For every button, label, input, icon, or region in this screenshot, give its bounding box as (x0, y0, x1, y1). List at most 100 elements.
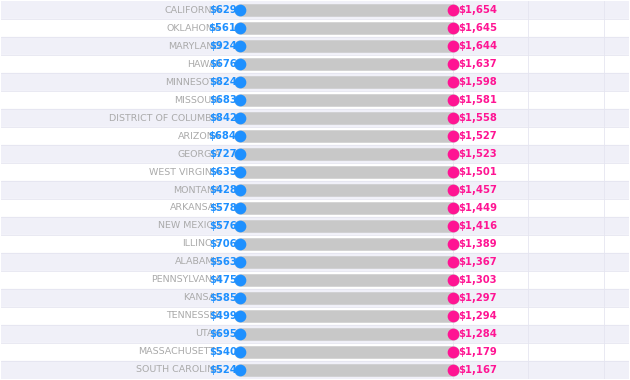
Point (448, 259, 458, 265)
Bar (1, 181, 629, 199)
Point (235, 169, 245, 175)
Point (448, 43, 458, 49)
Text: $1,179: $1,179 (458, 347, 497, 357)
Text: $727: $727 (209, 149, 237, 159)
Bar (1, 73, 629, 91)
Point (235, 241, 245, 247)
Point (235, 97, 245, 103)
Text: $1,645: $1,645 (458, 23, 497, 33)
Bar (1, 307, 629, 325)
Text: $1,598: $1,598 (458, 77, 497, 87)
Text: $475: $475 (209, 275, 237, 285)
Point (448, 25, 458, 32)
Text: KANSAS: KANSAS (183, 293, 221, 302)
Text: $561: $561 (209, 23, 237, 33)
Point (448, 313, 458, 319)
Text: $1,389: $1,389 (458, 239, 496, 249)
Point (448, 187, 458, 193)
Text: $1,167: $1,167 (458, 365, 497, 375)
Text: UTAH: UTAH (195, 329, 221, 338)
Bar (1, 271, 629, 289)
Bar (1, 289, 629, 307)
Point (235, 313, 245, 319)
Point (235, 277, 245, 283)
Point (448, 367, 458, 373)
Point (448, 169, 458, 175)
Text: $924: $924 (209, 41, 237, 51)
Text: $1,644: $1,644 (458, 41, 497, 51)
Point (448, 115, 458, 121)
Point (448, 223, 458, 229)
Text: $706: $706 (209, 239, 237, 249)
Text: $1,449: $1,449 (458, 203, 497, 213)
Text: WEST VIRGINIA: WEST VIRGINIA (149, 168, 221, 177)
Point (235, 223, 245, 229)
Text: $1,558: $1,558 (458, 113, 497, 123)
Point (448, 277, 458, 283)
Point (235, 259, 245, 265)
Text: MISSOURI: MISSOURI (175, 96, 221, 105)
Point (235, 295, 245, 301)
Text: DISTRICT OF COLUMBIA: DISTRICT OF COLUMBIA (109, 114, 221, 123)
Point (235, 187, 245, 193)
Text: $1,501: $1,501 (458, 167, 497, 177)
Text: $1,523: $1,523 (458, 149, 496, 159)
Text: $578: $578 (209, 203, 237, 213)
Text: $524: $524 (209, 365, 237, 375)
Point (235, 115, 245, 121)
Text: $1,654: $1,654 (458, 5, 497, 15)
Text: $576: $576 (209, 221, 237, 231)
Bar (1, 217, 629, 235)
Bar (1, 19, 629, 37)
Text: HAWAII: HAWAII (187, 60, 221, 69)
Text: ALABAMA: ALABAMA (175, 257, 221, 266)
Point (448, 295, 458, 301)
Point (448, 7, 458, 13)
Text: MINNESOTA: MINNESOTA (165, 78, 221, 87)
Text: $499: $499 (209, 311, 237, 321)
Point (448, 97, 458, 103)
Point (448, 79, 458, 85)
Bar (1, 55, 629, 73)
Text: $629: $629 (209, 5, 237, 15)
Bar (1, 109, 629, 127)
Text: $428: $428 (209, 185, 237, 195)
Text: $1,637: $1,637 (458, 59, 496, 69)
Text: $1,284: $1,284 (458, 329, 497, 339)
Point (235, 367, 245, 373)
Point (448, 205, 458, 211)
Text: $1,581: $1,581 (458, 95, 497, 105)
Text: TENNESSEE: TENNESSEE (166, 311, 221, 320)
Text: ARIZONA: ARIZONA (178, 131, 221, 141)
Text: $1,416: $1,416 (458, 221, 497, 231)
Text: $1,303: $1,303 (458, 275, 496, 285)
Bar (1, 199, 629, 217)
Text: $695: $695 (209, 329, 237, 339)
Text: $824: $824 (209, 77, 237, 87)
Point (235, 331, 245, 337)
Bar (1, 37, 629, 55)
Text: $540: $540 (209, 347, 237, 357)
Text: PENNSYLVANIA: PENNSYLVANIA (151, 276, 221, 284)
Text: CALIFORNIA: CALIFORNIA (164, 6, 221, 15)
Text: ILLINOIS: ILLINOIS (182, 239, 221, 249)
Text: SOUTH CAROLINA: SOUTH CAROLINA (136, 365, 221, 374)
Point (448, 348, 458, 355)
Point (235, 25, 245, 32)
Bar (1, 91, 629, 109)
Point (448, 133, 458, 139)
Text: $676: $676 (209, 59, 237, 69)
Point (235, 348, 245, 355)
Point (448, 241, 458, 247)
Text: $635: $635 (209, 167, 237, 177)
Text: MONTANA: MONTANA (173, 185, 221, 195)
Text: $684: $684 (209, 131, 237, 141)
Bar (1, 343, 629, 361)
Bar (1, 325, 629, 343)
Text: MARYLAND: MARYLAND (168, 42, 221, 51)
Text: GEORGIA: GEORGIA (177, 150, 221, 158)
Text: NEW MEXICO: NEW MEXICO (158, 222, 221, 230)
Text: $842: $842 (209, 113, 237, 123)
Text: $1,367: $1,367 (458, 257, 496, 267)
Point (448, 151, 458, 157)
